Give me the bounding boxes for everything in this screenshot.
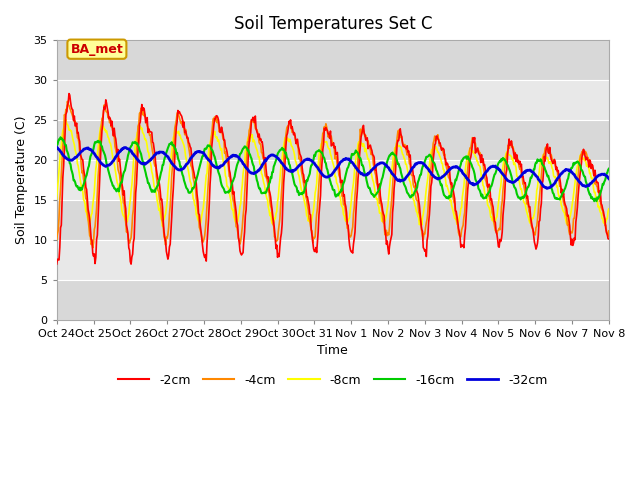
Legend: -2cm, -4cm, -8cm, -16cm, -32cm: -2cm, -4cm, -8cm, -16cm, -32cm (113, 369, 552, 392)
-4cm (89, 245, 97, 251)
-2cm (53, 261, 61, 267)
Bar (57, 200, 609, 240)
-32cm (53, 144, 61, 150)
-16cm (53, 143, 61, 148)
-4cm (63, 98, 71, 104)
-8cm (53, 196, 61, 202)
-2cm (175, 109, 183, 115)
-4cm (175, 115, 183, 120)
-16cm (57, 134, 65, 140)
-4cm (434, 132, 442, 138)
-8cm (380, 219, 387, 225)
-4cm (556, 183, 564, 189)
-2cm (326, 135, 333, 141)
-2cm (605, 236, 612, 242)
-8cm (605, 206, 612, 212)
Bar (57, 160, 609, 200)
Line: -32cm: -32cm (57, 147, 609, 188)
-4cm (380, 220, 387, 226)
Line: -16cm: -16cm (57, 137, 609, 201)
-4cm (53, 237, 61, 243)
-8cm (326, 146, 333, 152)
Bar (57, 80, 609, 120)
-16cm (555, 196, 563, 202)
-16cm (325, 173, 333, 179)
Bar (57, 280, 609, 320)
-2cm (556, 175, 564, 181)
-16cm (175, 157, 182, 163)
-4cm (326, 136, 333, 142)
-2cm (199, 249, 207, 254)
-4cm (605, 228, 612, 234)
Title: Soil Temperatures Set C: Soil Temperatures Set C (234, 15, 432, 33)
Text: BA_met: BA_met (70, 43, 124, 56)
-32cm (324, 174, 332, 180)
-2cm (434, 136, 442, 142)
-32cm (433, 175, 440, 181)
-4cm (199, 239, 207, 245)
-8cm (175, 132, 183, 138)
-2cm (65, 91, 73, 96)
Bar (57, 40, 609, 80)
-32cm (605, 176, 612, 181)
-16cm (605, 166, 612, 172)
-32cm (543, 185, 550, 191)
-8cm (434, 150, 442, 156)
-8cm (159, 223, 166, 229)
-32cm (378, 160, 386, 166)
-2cm (127, 261, 135, 267)
-32cm (198, 149, 205, 155)
-32cm (174, 167, 182, 172)
X-axis label: Time: Time (317, 344, 348, 357)
Bar (57, 120, 609, 160)
-16cm (593, 198, 600, 204)
-8cm (556, 193, 564, 199)
Line: -4cm: -4cm (57, 101, 609, 248)
Line: -8cm: -8cm (57, 120, 609, 226)
Bar (57, 240, 609, 280)
-16cm (198, 153, 206, 159)
-2cm (380, 211, 387, 216)
-8cm (62, 117, 70, 122)
-16cm (433, 168, 441, 174)
Line: -2cm: -2cm (57, 94, 609, 264)
Y-axis label: Soil Temperature (C): Soil Temperature (C) (15, 116, 28, 244)
-16cm (379, 174, 387, 180)
-8cm (199, 205, 207, 211)
-32cm (555, 174, 563, 180)
